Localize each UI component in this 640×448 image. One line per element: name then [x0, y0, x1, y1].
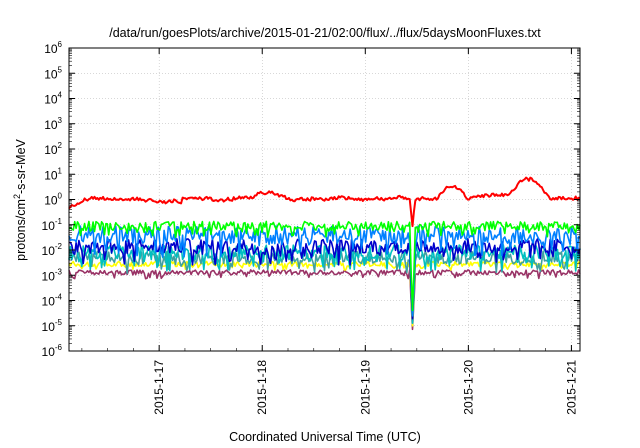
y-tick-base: 10 — [44, 168, 58, 182]
y-tick-label: 101 — [44, 166, 62, 182]
x-tick-label: 2015-1-18 — [255, 360, 269, 415]
y-tick-exp: -6 — [55, 343, 63, 352]
y-tick-label: 10-3 — [42, 267, 63, 283]
series-line — [68, 176, 581, 228]
axis-ticks — [69, 47, 580, 352]
y-tick-label: 103 — [44, 116, 62, 132]
y-tick-exp: -5 — [55, 318, 63, 327]
y-tick-exp: -1 — [55, 217, 63, 226]
y-tick-label: 10-5 — [42, 318, 63, 334]
y-tick-base: 10 — [44, 118, 58, 132]
x-tick-label: 2015-1-19 — [358, 360, 372, 415]
y-tick-base: 10 — [44, 194, 58, 208]
series-layer — [68, 176, 581, 331]
y-tick-exp: -3 — [55, 267, 63, 276]
y-tick-label: 10-6 — [42, 343, 63, 359]
y-tick-label: 10-2 — [42, 242, 63, 258]
y-tick-base: 10 — [42, 295, 56, 309]
series-line — [68, 250, 581, 324]
y-tick-exp: 2 — [58, 141, 63, 150]
series-line — [68, 269, 581, 331]
y-tick-exp: 1 — [58, 166, 63, 175]
y-tick-exp: 3 — [58, 116, 63, 125]
x-tick-label: 2015-1-21 — [564, 360, 578, 415]
y-tick-base: 10 — [44, 93, 58, 107]
series-line — [68, 225, 581, 317]
x-axis-label: Coordinated Universal Time (UTC) — [229, 430, 421, 444]
y-axis-label: protons/cm2-s-sr-MeV — [12, 138, 28, 260]
y-tick-base: 10 — [42, 219, 56, 233]
y-tick-label: 10-1 — [42, 217, 63, 233]
y-tick-label: 100 — [44, 192, 62, 208]
x-tick-label: 2015-1-17 — [152, 360, 166, 415]
x-tick-labels: 2015-1-17 2015-1-18 2015-1-19 2015-1-20 2015… — [152, 360, 578, 415]
y-tick-base: 10 — [44, 143, 58, 157]
y-tick-base: 10 — [42, 244, 56, 258]
series-line — [68, 220, 581, 312]
y-axis-label-base: protons/cm — [14, 199, 28, 261]
x-tick-label: 2015-1-20 — [461, 360, 475, 415]
y-tick-base: 10 — [44, 67, 58, 81]
chart-title: /data/run/goesPlots/archive/2015-01-21/0… — [109, 26, 541, 40]
y-tick-label: 105 — [44, 65, 62, 81]
y-tick-exp: 6 — [58, 40, 63, 49]
y-tick-base: 10 — [42, 320, 56, 334]
y-tick-base: 10 — [42, 345, 56, 359]
y-axis-label-rest: -s-sr-MeV — [14, 138, 28, 194]
y-tick-exp: 5 — [58, 65, 63, 74]
y-tick-label: 104 — [44, 91, 62, 107]
y-tick-base: 10 — [42, 269, 56, 283]
y-tick-exp: -4 — [55, 293, 63, 302]
y-tick-label: 102 — [44, 141, 62, 157]
y-tick-labels: 10-610-510-410-310-210-11001011021031041… — [42, 40, 63, 359]
y-tick-exp: 0 — [58, 192, 63, 201]
y-axis-label-sup: 2 — [12, 194, 22, 199]
y-tick-label: 10-4 — [42, 293, 63, 309]
y-tick-label: 106 — [44, 40, 62, 56]
y-tick-base: 10 — [44, 42, 58, 56]
y-tick-exp: 4 — [58, 91, 63, 100]
y-tick-exp: -2 — [55, 242, 63, 251]
